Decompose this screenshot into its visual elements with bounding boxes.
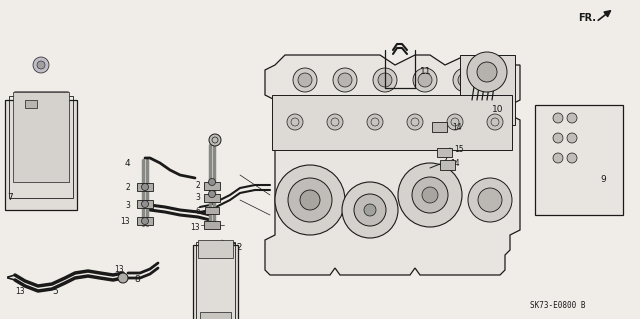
Circle shape [413,68,437,92]
Bar [137,217,153,225]
Circle shape [553,153,563,163]
Text: 15: 15 [454,145,463,154]
Bar [5,100,77,210]
Text: 10: 10 [492,106,504,115]
Circle shape [378,73,392,87]
Circle shape [398,163,462,227]
Text: 8: 8 [134,276,140,285]
Text: 13: 13 [114,264,124,273]
Circle shape [567,133,577,143]
Circle shape [354,194,386,226]
Polygon shape [265,55,520,275]
Circle shape [468,178,512,222]
Bar [137,200,153,208]
Circle shape [418,73,432,87]
Text: FR.: FR. [578,13,596,23]
Circle shape [553,113,563,123]
Circle shape [453,68,477,92]
Circle shape [487,114,503,130]
Circle shape [141,201,148,207]
Text: 2: 2 [125,183,130,192]
Circle shape [338,73,352,87]
Circle shape [209,179,216,186]
Text: 14: 14 [452,122,461,131]
Text: SK73-E0800 B: SK73-E0800 B [530,300,586,309]
Circle shape [118,273,128,283]
Circle shape [553,133,563,143]
Circle shape [342,182,398,238]
Circle shape [293,68,317,92]
Circle shape [478,188,502,212]
Text: 14: 14 [450,159,460,167]
Circle shape [288,178,332,222]
Circle shape [447,114,463,130]
Circle shape [287,114,303,130]
Circle shape [209,190,216,197]
Bar [204,182,220,190]
Circle shape [567,113,577,123]
Bar [25,100,37,108]
Bar [432,122,447,132]
Text: 1: 1 [225,253,231,262]
Text: 2: 2 [195,181,200,189]
Circle shape [412,177,448,213]
Circle shape [141,218,148,225]
Bar [205,207,219,214]
Circle shape [567,153,577,163]
Bar [193,245,238,319]
Circle shape [33,57,49,73]
Bar [437,148,452,157]
Circle shape [298,73,312,87]
Text: 12: 12 [232,243,243,253]
Text: 13: 13 [120,218,130,226]
Bar [200,312,231,319]
Text: 7: 7 [7,192,13,202]
Bar [460,55,515,125]
Circle shape [141,183,148,190]
Circle shape [300,190,320,210]
Circle shape [458,73,472,87]
Bar [196,242,235,319]
Circle shape [477,62,497,82]
Text: 5: 5 [52,287,58,296]
Text: 9: 9 [600,175,605,184]
Text: 4: 4 [124,159,130,167]
Circle shape [467,52,507,92]
Text: 3: 3 [125,201,130,210]
Bar [13,92,69,182]
Text: 13: 13 [15,286,24,295]
Circle shape [422,187,438,203]
Bar [204,194,220,202]
Bar [137,183,153,191]
Circle shape [209,134,221,146]
Circle shape [407,114,423,130]
Circle shape [327,114,343,130]
Circle shape [367,114,383,130]
Text: 3: 3 [195,194,200,203]
Circle shape [364,204,376,216]
Circle shape [275,165,345,235]
Circle shape [373,68,397,92]
Text: 6: 6 [195,206,200,216]
Bar [440,160,455,170]
Circle shape [333,68,357,92]
Bar [272,95,512,150]
Text: 11: 11 [420,68,431,77]
Bar [204,221,220,229]
Bar [9,96,73,198]
Circle shape [37,61,45,69]
Bar [198,240,233,258]
Text: 13: 13 [190,224,200,233]
Bar [535,105,623,215]
